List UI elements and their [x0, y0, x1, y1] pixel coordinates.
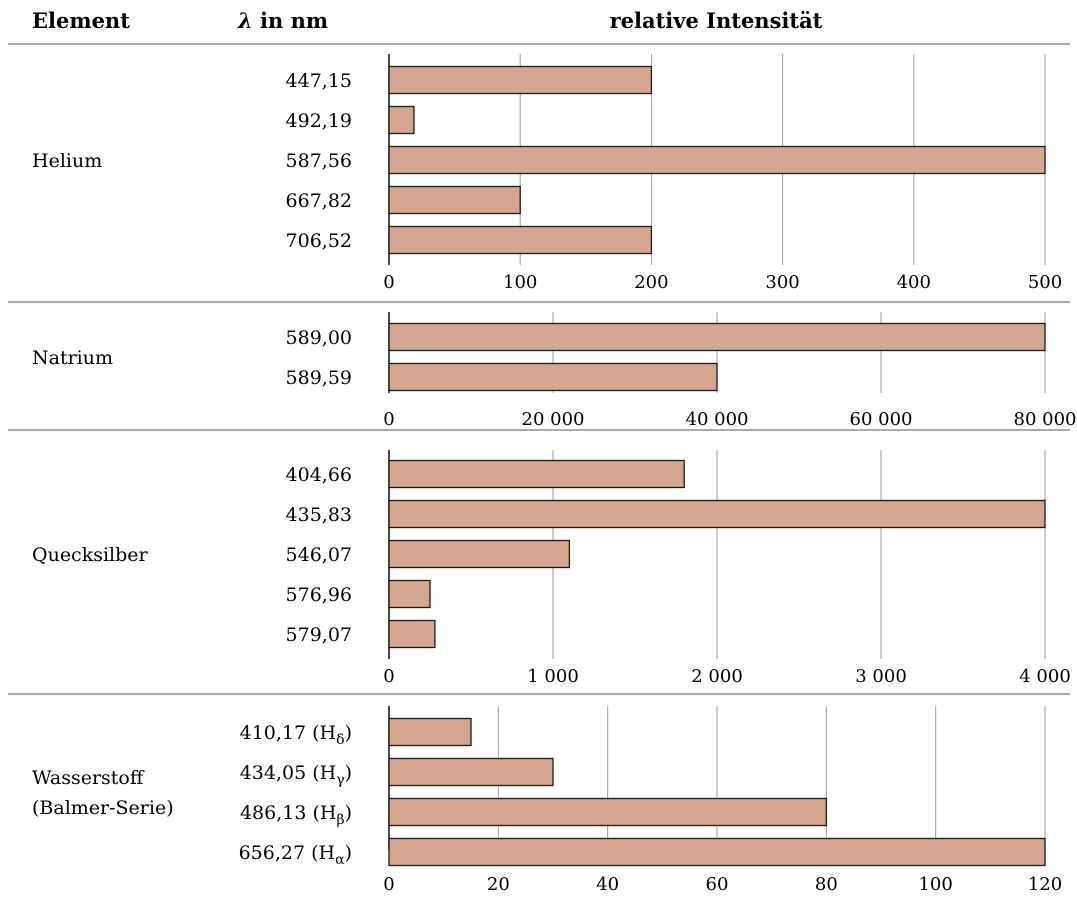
- header-lambda-unit: in nm: [253, 8, 328, 33]
- bar: [388, 619, 436, 649]
- tick-label: 40 000: [686, 409, 749, 430]
- element-label: Quecksilber: [32, 544, 149, 566]
- wavelength-label: 656,27 (Hα): [239, 842, 352, 868]
- panel-helium: 447,15 492,19 587,56 667,82 706,52 Helium 0 100…: [8, 54, 1070, 303]
- tick-label: 0: [383, 272, 394, 293]
- tick-label: 100: [503, 272, 537, 293]
- bar: [388, 539, 571, 569]
- tick-label: 400: [897, 272, 931, 293]
- wavelength-label: 434,05 (Hγ): [240, 762, 352, 788]
- bar: [388, 717, 472, 747]
- tick-label: 20: [487, 874, 510, 895]
- panel-quecksilber: 404,66 435,83 546,07 576,96 579,07 Quecksilbe…: [8, 450, 1071, 695]
- header-wavelength: λ in nm: [237, 8, 328, 33]
- tick-label: 3 000: [855, 666, 907, 687]
- element-label: (Balmer-Serie): [32, 797, 174, 819]
- header-lambda-symbol: λ: [237, 8, 253, 33]
- wavelength-label: 589,59: [286, 367, 352, 389]
- wavelength-label: 546,07: [286, 544, 352, 566]
- bar: [388, 499, 1046, 529]
- wavelength-label: 486,13 (Hβ): [240, 802, 352, 828]
- tick-label: 2 000: [691, 666, 743, 687]
- wavelength-label: 492,19: [286, 110, 352, 132]
- wavelength-label: 589,00: [286, 327, 352, 349]
- bar: [388, 757, 554, 787]
- tick-label: 0: [383, 666, 394, 687]
- tick-label: 120: [1028, 874, 1062, 895]
- tick-label: 40: [596, 874, 619, 895]
- bar: [388, 322, 1046, 352]
- wavelength-label: 579,07: [286, 624, 352, 646]
- bar: [388, 837, 1046, 867]
- tick-label: 100: [918, 874, 952, 895]
- tick-label: 0: [383, 409, 394, 430]
- tick-label: 200: [634, 272, 668, 293]
- bar: [388, 105, 415, 135]
- wavelength-label: 576,96: [286, 584, 352, 606]
- panel-wasserstoff: 410,17 (Hδ) 434,05 (Hγ) 486,13 (Hβ) 656,27 …: [32, 706, 1062, 895]
- element-label: Wasserstoff: [32, 767, 145, 789]
- wavelength-label: 667,82: [286, 190, 352, 212]
- element-label: Helium: [32, 150, 102, 172]
- bar: [388, 145, 1046, 175]
- tick-label: 300: [765, 272, 799, 293]
- bar: [388, 185, 521, 215]
- bar: [388, 459, 685, 489]
- tick-label: 500: [1028, 272, 1062, 293]
- panel-natrium: 589,00 589,59 Natrium 0 20 000 40 000 60 000 80…: [8, 312, 1077, 431]
- bar: [388, 65, 653, 95]
- element-label: Natrium: [32, 347, 113, 369]
- tick-label: 60: [706, 874, 729, 895]
- bar: [388, 797, 827, 827]
- wavelength-label: 404,66: [286, 464, 352, 486]
- tick-label: 60 000: [850, 409, 913, 430]
- tick-label: 1 000: [527, 666, 579, 687]
- wavelength-label: 447,15: [286, 70, 352, 92]
- tick-label: 4 000: [1019, 666, 1071, 687]
- tick-label: 0: [383, 874, 394, 895]
- tick-label: 80: [815, 874, 838, 895]
- header-intensity: relative Intensität: [610, 8, 823, 33]
- tick-label: 20 000: [522, 409, 585, 430]
- wavelength-label: 587,56: [286, 150, 352, 172]
- bar: [388, 362, 718, 392]
- panels: 447,15 492,19 587,56 667,82 706,52 Helium 0 100…: [8, 54, 1076, 895]
- wavelength-label: 435,83: [286, 504, 352, 526]
- header-element: Element: [32, 8, 130, 33]
- wavelength-label: 410,17 (Hδ): [240, 722, 352, 748]
- wavelength-label: 706,52: [286, 230, 352, 252]
- tick-label: 80 000: [1014, 409, 1077, 430]
- bar: [388, 225, 653, 255]
- bar: [388, 579, 431, 609]
